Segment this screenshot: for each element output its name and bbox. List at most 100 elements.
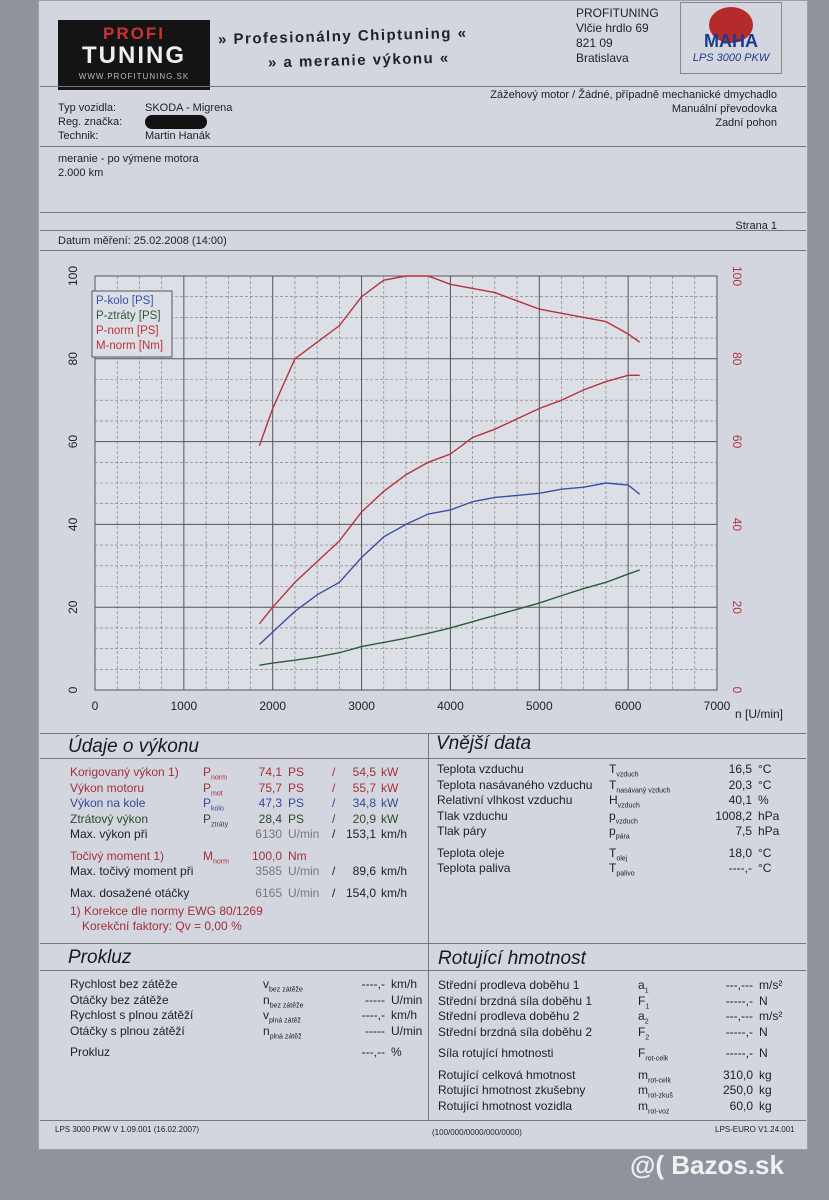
row-symbol: Tnasávaný vzduch xyxy=(609,777,671,794)
row-symbol: nplná zátěž xyxy=(263,1023,302,1040)
legend-entry: P-ztráty [PS] xyxy=(96,310,161,322)
row-value: ---,--- xyxy=(725,978,753,992)
row-unit: km/h xyxy=(391,1008,418,1022)
row-value: 250,0 xyxy=(722,1083,753,1097)
row-separator: / xyxy=(332,765,336,779)
row-label: Rychlost bez zátěže xyxy=(70,977,178,991)
x-tick-label: 2000 xyxy=(259,699,286,713)
row-label: Max. dosažené otáčky xyxy=(70,885,190,900)
x-tick-label: 0 xyxy=(92,699,99,713)
row-value: -----,- xyxy=(725,1024,753,1039)
performance-title: Údaje o výkonu xyxy=(68,736,199,757)
maha-emblem-icon xyxy=(709,7,753,43)
row-unit-2: kW xyxy=(381,780,399,795)
engine-info: Zážehový motor / Žádné, případně mechani… xyxy=(490,89,777,129)
row-unit: °C xyxy=(758,762,772,776)
slip-title: Prokluz xyxy=(68,947,132,968)
row-unit-2: km/h xyxy=(381,864,408,878)
row-value: ----- xyxy=(365,992,385,1007)
row-symbol: Pkolo xyxy=(203,796,224,813)
row-value-2: 20,9 xyxy=(352,811,376,826)
row-value: ----,- xyxy=(728,861,752,875)
measurement-date: Datum měření: 25.02.2008 (14:00) xyxy=(58,235,227,247)
row-unit: hPa xyxy=(758,824,780,838)
row-unit: U/min xyxy=(288,885,320,900)
logo-url: WWW.PROFITUNING.SK xyxy=(78,72,190,81)
row-unit: °C xyxy=(758,845,772,860)
row-unit: m/s² xyxy=(759,978,783,992)
row-value: 47,3 xyxy=(258,796,282,810)
row-value: 18,0 xyxy=(728,845,752,860)
series-line-p-kolo xyxy=(258,482,641,645)
x-tick-label: 4000 xyxy=(437,699,464,713)
row-value: 28,4 xyxy=(258,811,282,826)
row-label: Střední brzdná síla doběhu 2 xyxy=(438,1024,593,1039)
row-label: Střední prodleva doběhu 2 xyxy=(438,1009,580,1023)
row-unit: kg xyxy=(759,1067,772,1082)
footer-code: (100/000/0000/000/0000) xyxy=(432,1128,522,1137)
legend-entry: M-norm [Nm] xyxy=(96,340,163,352)
row-value-2: 154,0 xyxy=(345,885,376,900)
row-symbol: Pztráty xyxy=(203,811,229,828)
row-label: Výkon motoru xyxy=(70,780,145,795)
row-label: Tlak páry xyxy=(437,824,487,838)
row-separator: / xyxy=(332,827,336,841)
row-value: ---,--- xyxy=(725,1009,753,1023)
maha-logo: MAHA LPS 3000 PKW xyxy=(680,2,782,74)
row-label: Střední prodleva doběhu 1 xyxy=(438,978,580,992)
row-value: ----- xyxy=(365,1023,385,1038)
row-symbol: vbez zátěže xyxy=(263,977,303,994)
row-unit: N xyxy=(759,1024,768,1039)
company-address: PROFITUNING Vlčie hrdlo 69 821 09 Bratislav… xyxy=(576,6,659,65)
row-label: Rotující hmotnost zkušebny xyxy=(438,1083,586,1097)
page-number: Strana 1 xyxy=(735,220,777,232)
row-label: Korigovaný výkon 1) xyxy=(70,765,179,779)
row-symbol: Tpalivo xyxy=(609,861,635,878)
row-value-2: 54,5 xyxy=(352,765,376,779)
row-separator: / xyxy=(332,885,336,900)
row-separator: / xyxy=(332,864,336,878)
row-separator: / xyxy=(332,780,336,795)
row-label: Rotující celková hmotnost xyxy=(438,1067,576,1082)
reg-plate-redacted xyxy=(145,115,207,129)
row-symbol: a1 xyxy=(638,978,649,995)
row-symbol: ppára xyxy=(609,824,630,841)
row-separator: / xyxy=(332,811,336,826)
footer-software: LPS-EURO V1.24.001 xyxy=(715,1125,795,1134)
row-value: 6130 xyxy=(255,827,282,841)
vehicle-labels: Typ vozidla: Reg. značka: Technik: xyxy=(58,102,123,142)
row-label: Síla rotující hmotnosti xyxy=(438,1046,554,1060)
row-symbol: Pmot xyxy=(203,780,223,797)
row-label: Rychlost s plnou zátěží xyxy=(70,1008,194,1022)
row-separator: / xyxy=(332,796,336,810)
dyno-model: LPS 3000 PKW xyxy=(692,52,770,64)
power-torque-chart: 0 1000 2000 3000 4000 5000 6000 700002040608010… xyxy=(66,266,783,721)
bazos-watermark: @( Bazos.sk xyxy=(630,1150,784,1180)
y-tick-label: 60 xyxy=(66,435,80,449)
row-unit: U/min xyxy=(288,827,320,841)
row-symbol: F2 xyxy=(638,1024,650,1041)
row-symbol: Pnorm xyxy=(203,765,227,782)
y-tick-label: 40 xyxy=(66,517,80,531)
legend-box xyxy=(91,290,173,358)
row-symbol: Mnorm xyxy=(203,848,229,865)
row-label: Max. točivý moment při xyxy=(70,864,194,878)
row-value: 6165 xyxy=(255,885,282,900)
row-unit: hPa xyxy=(758,808,780,823)
series-line-p-norm xyxy=(258,374,640,625)
row-unit: kg xyxy=(759,1083,772,1097)
series-line-p-ztráty xyxy=(259,569,640,666)
row-symbol: a2 xyxy=(638,1009,649,1026)
row-unit: PS xyxy=(288,765,305,779)
measurement-note: meranie - po výmene motora 2.000 km xyxy=(58,153,199,179)
row-value: 75,7 xyxy=(258,780,282,795)
x-tick-label: 3000 xyxy=(348,699,375,713)
row-unit: m/s² xyxy=(759,1009,783,1023)
x-tick-label: 1000 xyxy=(171,699,198,713)
x-tick-label: 6000 xyxy=(615,699,642,713)
row-value-2: 153,1 xyxy=(345,827,376,841)
row-unit: % xyxy=(758,793,769,807)
technician: Martin Hanák xyxy=(145,130,211,142)
row-value: 40,1 xyxy=(728,793,752,807)
row-label: Max. výkon při xyxy=(70,827,148,841)
